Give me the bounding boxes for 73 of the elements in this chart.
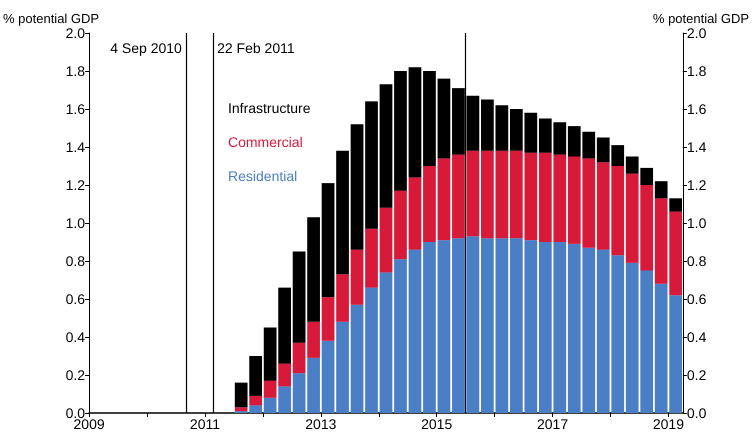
bar xyxy=(611,166,624,256)
y-tick-label: 0.2 xyxy=(66,367,86,383)
bar xyxy=(640,270,654,413)
bar xyxy=(582,158,596,248)
x-tick-label: 2017 xyxy=(536,416,568,432)
y-tick-label: 0.6 xyxy=(66,291,86,307)
y-tick-label: 1.8 xyxy=(66,63,86,79)
y2-tick-label: 1.6 xyxy=(686,101,707,117)
bar xyxy=(640,185,654,270)
ref-line-label: 22 Feb 2011 xyxy=(217,40,295,56)
x-tick-label: 2011 xyxy=(190,416,220,432)
bar xyxy=(568,156,581,244)
x-tick-label: 2013 xyxy=(305,416,337,432)
y2-tick-label: 1.0 xyxy=(686,215,707,231)
y2-tick-label: 0.0 xyxy=(686,405,707,421)
y2-axis-title: % potential GDP xyxy=(652,11,750,26)
text: Commercial xyxy=(228,134,303,150)
bar xyxy=(654,284,668,413)
bar xyxy=(538,152,552,242)
bar xyxy=(524,112,538,153)
y-tick-label: 1.6 xyxy=(66,101,86,117)
bar xyxy=(654,181,668,198)
bar xyxy=(640,168,654,185)
y-tick-label: 1.2 xyxy=(66,177,86,193)
bar xyxy=(596,162,610,250)
y2-tick-label: 0.2 xyxy=(686,367,707,383)
ref-line-label: 4 Sep 2010 xyxy=(110,40,182,56)
bar xyxy=(510,150,523,238)
bar xyxy=(524,240,538,413)
bar xyxy=(626,156,639,174)
bar xyxy=(234,382,248,408)
bar xyxy=(611,255,624,413)
y-tick-label: 0.8 xyxy=(66,253,86,269)
bar xyxy=(596,138,610,162)
bar xyxy=(568,244,581,413)
y-tick-label: 2.0 xyxy=(66,25,86,41)
bar xyxy=(510,109,523,151)
y2-tick-label: 0.6 xyxy=(686,291,707,307)
bar xyxy=(249,396,262,406)
y2-tick-label: 0.4 xyxy=(686,329,707,345)
y2-tick-label: 0.8 xyxy=(686,253,707,269)
y-tick-label: 1.4 xyxy=(66,139,86,155)
y-axis-title: % potential GDP xyxy=(2,11,100,26)
bar xyxy=(524,152,538,240)
y2-tick-label: 1.2 xyxy=(686,177,707,193)
bar xyxy=(626,262,639,413)
bar xyxy=(538,118,552,153)
x-tick-label: 2019 xyxy=(652,416,684,432)
y2-tick-label: 1.8 xyxy=(686,63,707,79)
y2-tick-label: 1.4 xyxy=(686,139,707,155)
bar xyxy=(582,132,596,158)
bar xyxy=(538,242,552,413)
bar xyxy=(553,154,566,242)
bar xyxy=(596,250,610,413)
bar xyxy=(611,145,624,166)
x-tick-label: 2015 xyxy=(421,416,452,432)
bar xyxy=(510,238,523,413)
text: Infrastructure xyxy=(228,100,311,116)
text: Residential xyxy=(228,168,298,184)
bar xyxy=(626,174,639,263)
bar xyxy=(234,407,248,412)
bar xyxy=(249,356,262,396)
y2-tick-label: 2.0 xyxy=(686,25,707,41)
bar xyxy=(669,295,682,413)
bar xyxy=(582,248,596,413)
y-tick-label: 0.4 xyxy=(66,329,86,345)
bar xyxy=(249,405,262,413)
bar xyxy=(568,126,581,156)
bar xyxy=(654,198,668,284)
bar xyxy=(669,212,682,296)
bar xyxy=(553,122,566,155)
y-tick-label: 1.0 xyxy=(66,215,86,231)
bar xyxy=(553,242,566,413)
